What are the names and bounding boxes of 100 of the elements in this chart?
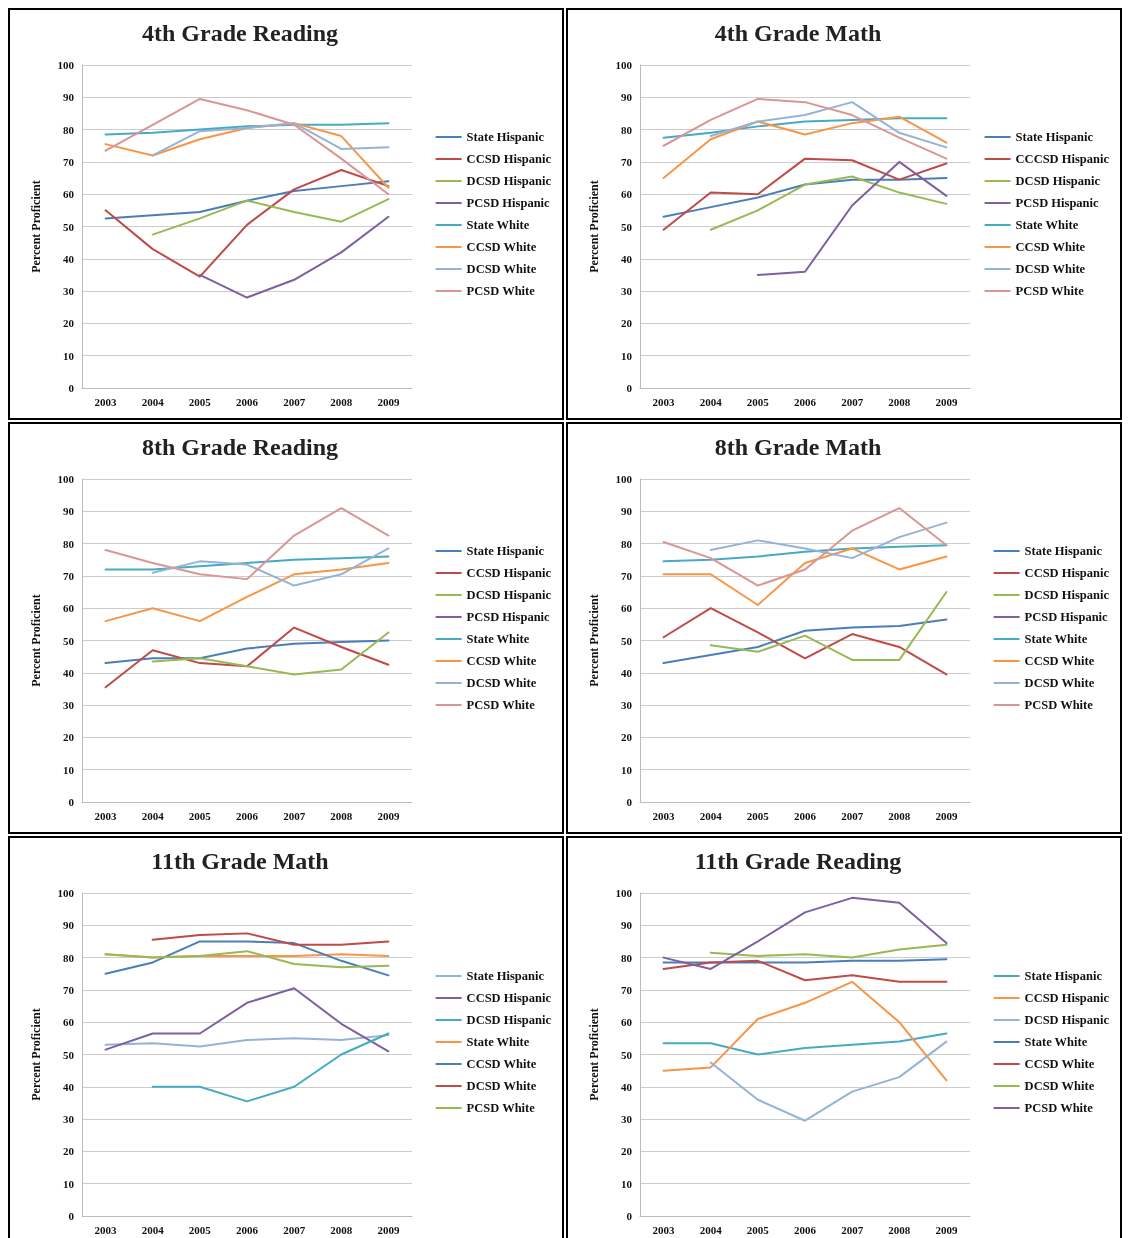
x-tick-label: 2009	[935, 395, 958, 408]
x-tick-label: 2008	[330, 1223, 353, 1236]
y-tick-label: 100	[615, 887, 633, 899]
y-axis-title: Percent Proficient	[29, 594, 43, 687]
line-series	[151, 631, 390, 676]
line-series	[104, 1034, 390, 1048]
y-axis-title: Percent Proficient	[29, 1008, 43, 1101]
y-tick-label: 70	[621, 983, 633, 996]
line-series	[151, 932, 390, 946]
y-tick-label: 10	[621, 1177, 633, 1190]
legend-label: State White	[1015, 218, 1079, 232]
legend-label: State White	[466, 1035, 530, 1049]
y-tick-label: 100	[57, 473, 75, 485]
y-tick-label: 80	[63, 951, 75, 964]
line-series	[662, 1032, 948, 1056]
legend-label: CCCSD Hispanic	[1015, 152, 1110, 166]
legend-label: State Hispanic	[466, 544, 545, 558]
y-tick-label: 40	[63, 666, 75, 679]
y-tick-label: 70	[63, 569, 75, 582]
x-tick-label: 2003	[652, 1223, 676, 1236]
x-tick-label: 2003	[94, 395, 118, 408]
line-series	[662, 117, 948, 139]
x-tick-label: 2008	[888, 1223, 911, 1236]
y-tick-label: 50	[63, 220, 75, 233]
legend-label: PCSD White	[1024, 698, 1094, 712]
legend-label: CCSD White	[1024, 1057, 1095, 1071]
y-tick-label: 50	[63, 634, 75, 647]
legend-label: DCSD Hispanic	[466, 174, 552, 188]
y-tick-label: 90	[621, 919, 633, 932]
x-tick-label: 2003	[652, 809, 676, 822]
x-tick-label: 2005	[188, 809, 212, 822]
legend-label: State Hispanic	[466, 969, 545, 983]
line-series	[662, 607, 948, 676]
y-axis-title: Percent Proficient	[587, 594, 601, 687]
y-tick-label: 70	[621, 569, 633, 582]
y-tick-label: 100	[615, 59, 633, 71]
y-tick-label: 0	[68, 1210, 75, 1222]
legend-label: PCSD White	[466, 1101, 536, 1115]
legend-label: DCSD Hispanic	[1024, 588, 1110, 602]
legend-label: DCSD White	[466, 1079, 537, 1093]
x-tick-label: 2009	[935, 1223, 958, 1236]
x-tick-label: 2007	[283, 1223, 306, 1236]
y-tick-label: 60	[63, 188, 75, 201]
line-series	[709, 943, 948, 959]
legend-label: State Hispanic	[1024, 969, 1103, 983]
line-series	[662, 115, 948, 180]
legend-label: State Hispanic	[1015, 130, 1094, 144]
x-tick-label: 2008	[888, 809, 911, 822]
line-series	[662, 97, 948, 160]
y-tick-label: 60	[621, 188, 633, 201]
line-series	[104, 987, 390, 1053]
y-tick-label: 20	[621, 731, 633, 744]
y-tick-label: 90	[621, 91, 633, 104]
legend-label: DCSD Hispanic	[1024, 1013, 1110, 1027]
line-series	[104, 122, 390, 136]
y-tick-label: 90	[621, 505, 633, 518]
x-tick-label: 2009	[377, 395, 400, 408]
x-tick-label: 2005	[188, 395, 212, 408]
line-series	[104, 507, 390, 581]
y-tick-label: 30	[621, 285, 633, 298]
legend-label: DCSD White	[1024, 676, 1095, 690]
legend-label: DCSD White	[466, 262, 537, 276]
legend-label: CCSD Hispanic	[466, 152, 552, 166]
legend-label: DCSD Hispanic	[466, 1013, 552, 1027]
line-series	[662, 980, 948, 1082]
y-tick-label: 20	[63, 731, 75, 744]
line-series	[104, 97, 390, 196]
line-series	[104, 940, 390, 977]
line-series	[709, 1040, 948, 1122]
y-tick-label: 10	[63, 1177, 75, 1190]
y-axis-title: Percent Proficient	[29, 180, 43, 273]
y-tick-label: 0	[626, 1210, 633, 1222]
y-tick-label: 60	[63, 602, 75, 615]
line-series	[151, 1032, 390, 1103]
line-series	[756, 160, 948, 276]
legend-label: DCSD Hispanic	[466, 588, 552, 602]
line-series	[662, 959, 948, 983]
y-tick-label: 20	[621, 317, 633, 330]
line-series	[104, 626, 390, 689]
legend-label: CCSD White	[466, 1057, 537, 1071]
y-tick-label: 50	[621, 1048, 633, 1061]
y-tick-label: 20	[621, 1145, 633, 1158]
chart-title: 11th Grade Reading	[694, 848, 902, 874]
x-tick-label: 2004	[699, 809, 723, 822]
line-series	[709, 521, 948, 560]
x-tick-label: 2004	[141, 809, 165, 822]
y-tick-label: 50	[621, 634, 633, 647]
legend-label: PCSD Hispanic	[1015, 196, 1100, 210]
legend-label: CCSD White	[1015, 240, 1086, 254]
legend-label: PCSD White	[1015, 284, 1085, 298]
y-tick-label: 30	[63, 699, 75, 712]
line-series	[104, 168, 390, 278]
line-series	[662, 157, 948, 231]
chart-title: 4th Grade Reading	[141, 20, 339, 46]
legend-label: CCSD White	[466, 654, 537, 668]
y-tick-label: 10	[621, 763, 633, 776]
y-tick-label: 70	[63, 983, 75, 996]
y-tick-label: 80	[621, 951, 633, 964]
y-tick-label: 10	[63, 763, 75, 776]
line-series	[104, 555, 390, 571]
